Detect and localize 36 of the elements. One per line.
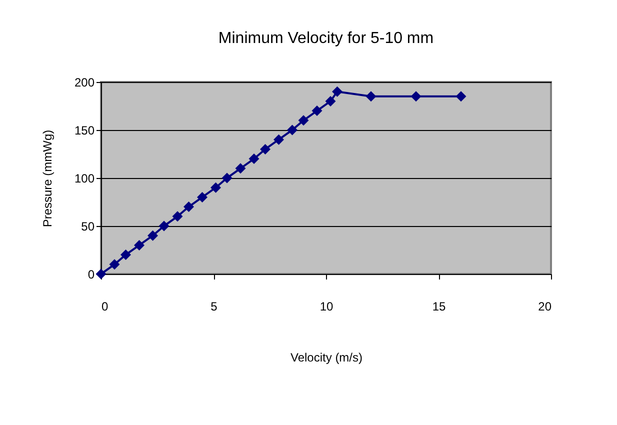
point — [172, 211, 183, 222]
x-axis-title: Velocity (m/s) — [290, 350, 363, 364]
point — [325, 96, 336, 106]
point — [184, 202, 194, 212]
point — [312, 106, 322, 116]
point — [287, 124, 298, 136]
point — [222, 172, 232, 184]
y-tick-label: 200 — [74, 76, 95, 90]
point — [96, 268, 106, 280]
y-tick-label: 0 — [88, 268, 95, 282]
y-tick-label: 150 — [74, 124, 95, 138]
x-tick-label: 15 — [432, 300, 446, 314]
point — [332, 86, 342, 97]
y-tick-label: 100 — [74, 172, 95, 186]
point — [366, 91, 376, 102]
point — [210, 182, 221, 193]
y-axis-title: Pressure (mmWg) — [40, 130, 54, 228]
point — [109, 259, 120, 270]
point — [148, 230, 158, 241]
point — [410, 91, 422, 102]
x-tick-label: 5 — [210, 300, 218, 314]
point — [274, 134, 284, 145]
x-tick-label: 0 — [102, 300, 108, 314]
point — [456, 91, 466, 102]
chart-title: Minimum Velocity for 5-10 mm — [218, 30, 434, 47]
point — [235, 163, 246, 174]
y-tick-label: 50 — [81, 220, 95, 234]
point — [134, 240, 144, 250]
x-tick-label: 20 — [538, 300, 552, 314]
point — [120, 250, 131, 260]
point — [248, 154, 260, 164]
point — [158, 220, 170, 232]
point — [197, 192, 208, 202]
x-tick-label: 10 — [320, 300, 334, 314]
point — [298, 115, 309, 126]
point — [260, 144, 270, 154]
